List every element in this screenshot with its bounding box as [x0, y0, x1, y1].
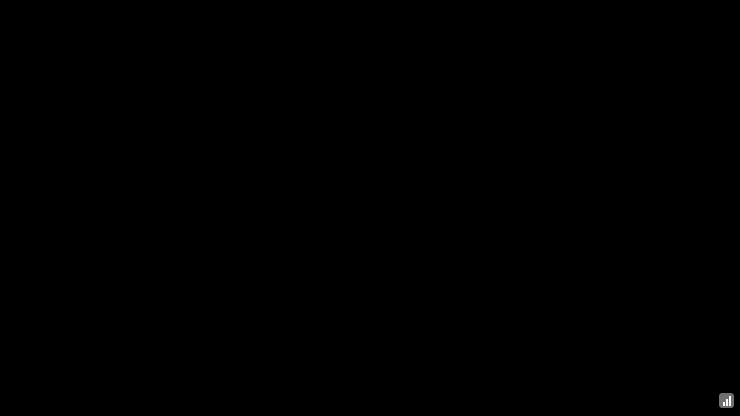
spot-swatch-icon — [63, 34, 72, 43]
bloomberg-logo — [714, 393, 734, 408]
fixing-diff-swatch-icon — [5, 34, 14, 43]
bar-chart-icon — [719, 393, 734, 408]
mid-rate-swatch-icon — [34, 34, 43, 43]
legend-item-spot — [63, 34, 76, 43]
legend-item-mid-rate — [34, 34, 47, 43]
legend-item-fixing-diff — [5, 34, 18, 43]
legend — [5, 34, 738, 43]
